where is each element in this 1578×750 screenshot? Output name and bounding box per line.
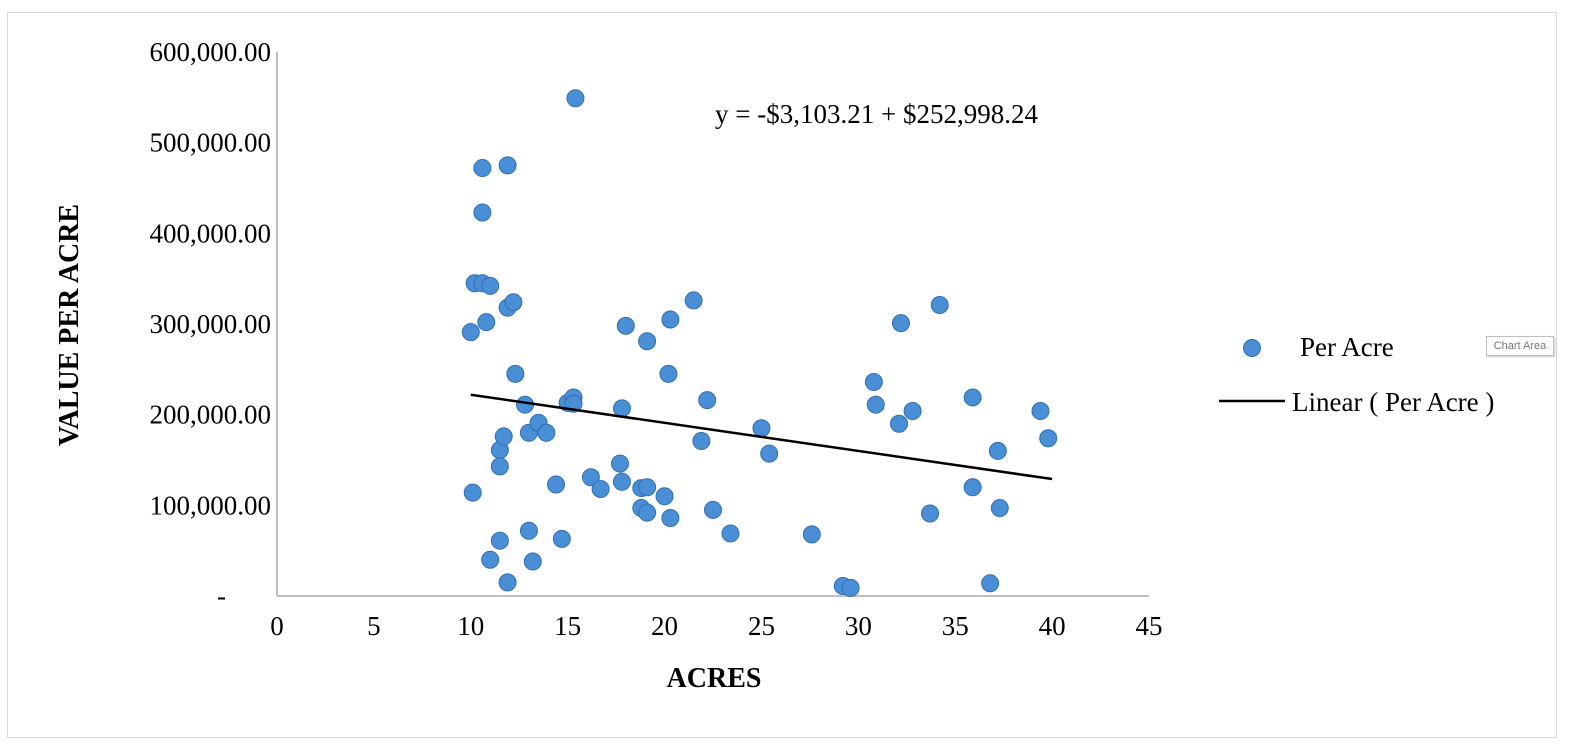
x-tick-label: 10: [457, 611, 484, 641]
chart-area-tooltip: Chart Area: [1486, 336, 1554, 356]
x-tick-label: 5: [367, 611, 381, 641]
x-axis-title: ACRES: [667, 663, 762, 694]
data-point: [990, 499, 1009, 518]
data-point: [692, 431, 711, 450]
data-point: [752, 419, 771, 438]
data-point: [612, 399, 631, 418]
chart-area[interactable]: - 100,000.00 200,000.00 300,000.00 400,000.0…: [7, 12, 1557, 738]
x-tick-label: 45: [1136, 611, 1163, 641]
y-tick-label: 500,000.00: [150, 128, 272, 158]
data-point: [537, 423, 556, 442]
data-point: [988, 441, 1007, 460]
data-point: [659, 364, 678, 383]
data-point: [591, 480, 610, 499]
x-tick-label: 15: [554, 611, 581, 641]
data-point: [704, 500, 722, 519]
data-point: [552, 529, 571, 548]
scatter-plot: - 100,000.00 200,000.00 300,000.00 400,000.0…: [54, 37, 1494, 694]
data-point: [684, 291, 703, 310]
data-point: [498, 573, 517, 592]
x-tick-label: 0: [270, 611, 284, 641]
data-point: [638, 478, 657, 497]
data-point: [547, 475, 566, 494]
trendline-equation: y = -$3,103.21 + $252,998.24: [715, 99, 1038, 129]
data-point: [498, 156, 517, 175]
data-point: [721, 524, 740, 543]
data-point: [963, 478, 982, 497]
data-point: [661, 310, 680, 329]
data-point: [866, 395, 885, 414]
data-point: [841, 578, 860, 597]
data-point: [490, 457, 509, 476]
x-tick-label: 35: [942, 611, 969, 641]
x-tick-label: 20: [651, 611, 678, 641]
data-point: [638, 332, 657, 351]
data-point: [519, 521, 538, 540]
x-tick-label: 40: [1039, 611, 1066, 641]
data-point: [1031, 402, 1050, 421]
data-point: [481, 550, 500, 569]
data-point: [523, 552, 542, 571]
y-tick-label: -: [217, 581, 226, 611]
data-point: [461, 323, 480, 342]
data-point: [638, 503, 657, 522]
data-point: [494, 427, 513, 446]
trendline: [470, 393, 1053, 481]
y-tick-label: 600,000.00: [150, 37, 272, 67]
data-point: [891, 314, 910, 333]
data-point: [581, 468, 600, 487]
data-point: [661, 509, 680, 528]
legend-label-per-acre: Per Acre: [1300, 332, 1394, 362]
y-tick-label: 300,000.00: [150, 309, 272, 339]
data-point: [802, 525, 821, 544]
legend: Per Acre Linear ( Per Acre ): [1219, 332, 1494, 417]
data-point: [655, 487, 674, 506]
data-point: [698, 391, 717, 410]
data-point: [981, 574, 1000, 593]
x-tick-label: 25: [748, 611, 775, 641]
data-point: [890, 414, 909, 433]
legend-label-linear: Linear ( Per Acre ): [1292, 387, 1494, 417]
data-point: [864, 373, 883, 392]
x-axis-ticks: 0 5 10 15 20 25 30 35 40 45: [270, 611, 1162, 641]
data-point: [481, 276, 500, 295]
legend-marker-per-acre: [1243, 339, 1261, 357]
data-point: [610, 454, 629, 473]
y-tick-label: 200,000.00: [150, 400, 272, 430]
y-tick-label: 400,000.00: [150, 218, 272, 248]
data-point: [506, 364, 525, 383]
data-point: [473, 159, 492, 178]
data-point: [473, 203, 492, 222]
data-point: [490, 531, 509, 550]
data-point: [463, 483, 482, 502]
data-point: [477, 313, 496, 332]
data-point: [616, 316, 635, 335]
data-point: [1039, 429, 1058, 448]
data-point: [504, 293, 523, 312]
data-point: [760, 444, 779, 463]
x-tick-label: 30: [845, 611, 872, 641]
data-point: [921, 504, 940, 523]
data-point: [963, 388, 982, 407]
data-point: [612, 472, 631, 491]
data-point: [566, 89, 585, 108]
data-point: [930, 295, 949, 314]
y-axis-title: VALUE PER ACRE: [54, 204, 85, 446]
data-points: [461, 89, 1058, 597]
y-tick-label: 100,000.00: [150, 490, 272, 520]
y-axis-ticks: - 100,000.00 200,000.00 300,000.00 400,000.0…: [150, 37, 272, 611]
data-point: [903, 402, 922, 421]
